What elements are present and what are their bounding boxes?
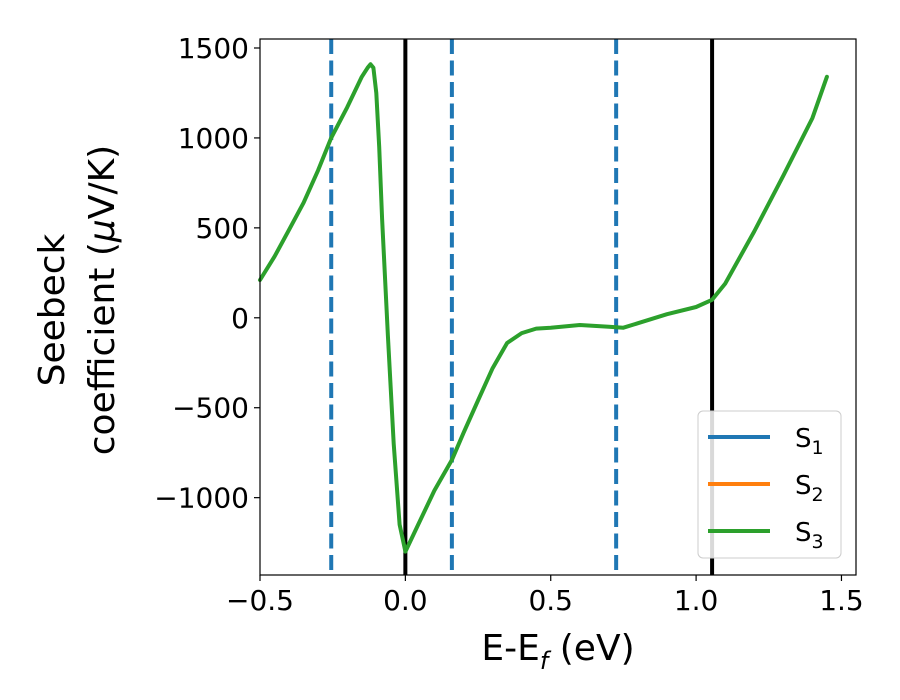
y-tick-label-2: 500 [196,212,249,245]
y-axis-title-line1: Seebeck [32,233,73,386]
x-tick-label-4: 1.5 [819,584,864,617]
axes-frame [259,38,857,576]
y-tick-label-0: 1500 [178,32,249,65]
y-tick-label-4: −500 [172,392,249,425]
x-tick-label-3: 1.0 [674,584,719,617]
y-tick-label-3: 0 [231,302,249,335]
y-axis-title-line2: coefficient (μV/K) [82,145,123,455]
legend-label-S1: S1 [795,424,824,459]
x-tick-label-2: 0.5 [528,584,573,617]
reference-lines [329,39,715,575]
series-line-S3 [258,62,829,554]
y-tick-label-5: −1000 [154,482,249,515]
x-tick-label-0: −0.5 [226,584,294,617]
x-tick-label-1: 0.0 [383,584,428,617]
legend: S1 S2 S3 [697,410,842,559]
axis-ticks: −0.5 0.0 0.5 1.0 1.5 1500 1000 500 0 −500 −1000 [154,32,863,617]
x-axis-title: E-Ef (eV) [481,628,634,675]
legend-label-S2: S2 [795,471,824,506]
legend-label-S3: S3 [795,518,824,553]
y-tick-label-1: 1000 [178,122,249,155]
data-series [258,62,829,554]
